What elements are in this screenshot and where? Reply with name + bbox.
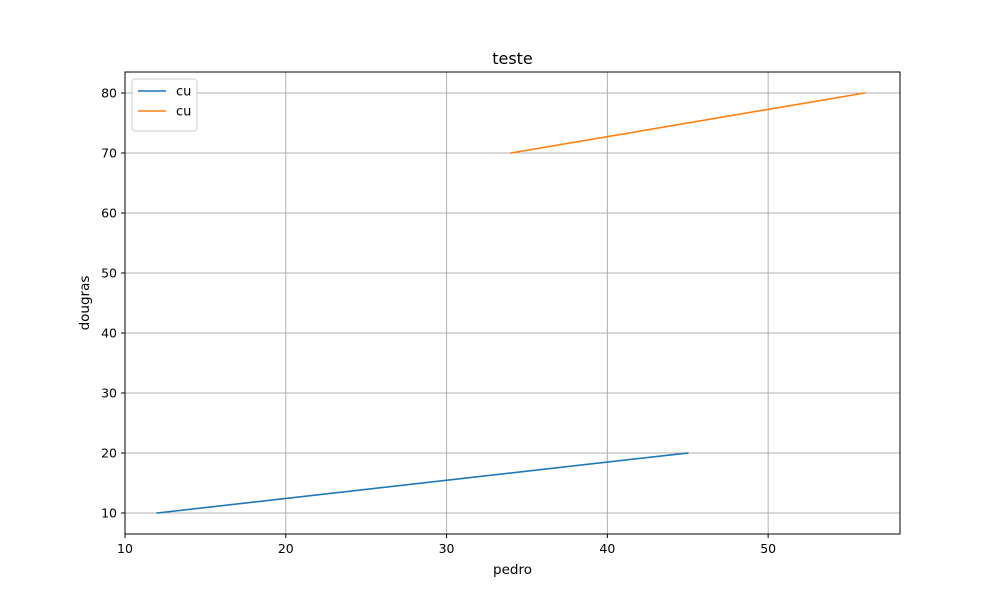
x-tick-label: 20 [278, 541, 294, 556]
y-tick-label: 30 [101, 386, 117, 401]
y-axis-ticks: 10 20 30 40 50 60 70 80 [101, 86, 125, 521]
series-line-1 [156, 452, 689, 514]
plot-frame [124, 71, 901, 535]
legend: cu cu [131, 78, 198, 132]
legend-label-2: cu [176, 105, 191, 120]
y-tick-label: 70 [101, 146, 117, 161]
legend-label-1: cu [176, 85, 191, 100]
series-lines [156, 92, 866, 514]
x-axis-label: pedro [493, 562, 532, 578]
grid [124, 72, 900, 534]
legend-box [131, 78, 198, 132]
y-tick-label: 80 [101, 86, 117, 101]
y-tick-label: 40 [101, 326, 117, 341]
series-line-2 [509, 92, 866, 154]
y-tick-label: 20 [101, 446, 117, 461]
y-axis-label: dougras [77, 276, 93, 331]
y-tick-label: 10 [101, 506, 117, 521]
x-tick-label: 30 [439, 541, 455, 556]
x-tick-label: 50 [760, 541, 776, 556]
x-tick-label: 10 [117, 541, 133, 556]
chart-title: teste [492, 49, 533, 68]
y-tick-label: 50 [101, 266, 117, 281]
y-tick-label: 60 [101, 206, 117, 221]
x-tick-label: 40 [599, 541, 615, 556]
x-axis-ticks: 10 20 30 40 50 [117, 534, 776, 556]
